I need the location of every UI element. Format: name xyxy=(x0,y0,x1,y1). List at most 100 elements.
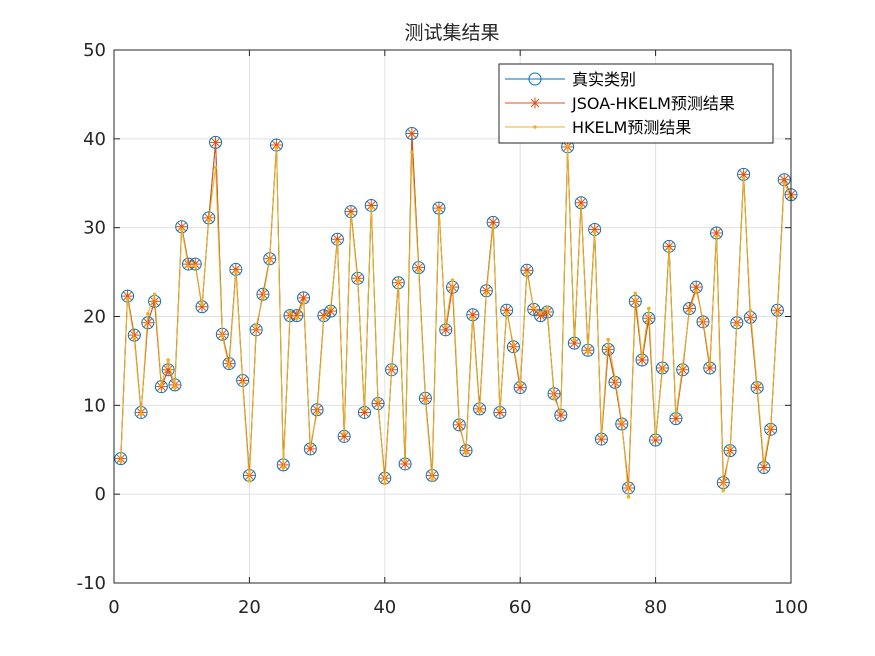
jsoa-hkelm-marker xyxy=(399,458,411,470)
true-class-marker xyxy=(534,309,548,323)
hkelm-marker xyxy=(152,292,157,297)
x-tick-label: 40 xyxy=(373,597,396,618)
hkelm-marker xyxy=(173,385,177,390)
hkelm-marker xyxy=(647,306,651,311)
hkelm-marker xyxy=(254,323,258,328)
jsoa-hkelm-marker xyxy=(711,227,723,239)
hkelm-marker xyxy=(687,309,692,313)
true-class-marker xyxy=(161,363,175,377)
hkelm-marker xyxy=(498,407,502,412)
jsoa-hkelm-marker xyxy=(514,382,526,394)
hkelm-marker xyxy=(410,150,414,154)
y-tick-label: 50 xyxy=(83,40,106,61)
legend-label-jsoa: JSOA-HKELM预测结果 xyxy=(571,94,735,113)
hkelm-marker xyxy=(565,144,570,148)
hkelm-marker xyxy=(396,279,401,283)
hkelm-marker xyxy=(471,316,475,321)
legend-item-hkelm: HKELM预测结果 xyxy=(505,118,691,137)
jsoa-hkelm-marker xyxy=(650,434,662,446)
jsoa-hkelm-marker xyxy=(318,310,330,322)
jsoa-hkelm-marker xyxy=(758,462,770,474)
jsoa-hkelm-marker xyxy=(196,301,208,313)
jsoa-hkelm-marker xyxy=(142,317,154,329)
jsoa-hkelm-marker xyxy=(602,343,614,355)
hkelm-marker xyxy=(118,459,123,464)
hkelm-marker xyxy=(491,224,495,229)
jsoa-hkelm-marker xyxy=(690,281,702,293)
jsoa-hkelm-marker xyxy=(778,174,790,186)
hkelm-marker xyxy=(349,212,353,217)
hkelm-marker xyxy=(680,363,685,368)
hkelm-marker xyxy=(768,423,773,428)
jsoa-hkelm-marker xyxy=(677,364,689,376)
jsoa-hkelm-marker xyxy=(453,419,465,431)
jsoa-hkelm-marker xyxy=(670,413,682,425)
hkelm-marker xyxy=(626,495,631,499)
hkelm-marker xyxy=(213,165,218,170)
hkelm-marker xyxy=(735,323,739,328)
jsoa-hkelm-marker xyxy=(257,288,269,300)
hkelm-marker xyxy=(775,312,780,316)
jsoa-hkelm-marker xyxy=(744,311,756,323)
jsoa-hkelm-marker xyxy=(589,223,601,235)
legend-label-hkelm: HKELM预测结果 xyxy=(572,118,691,137)
hkelm-marker xyxy=(443,324,448,329)
hkelm-marker xyxy=(538,311,543,315)
jsoa-hkelm-marker xyxy=(636,354,648,366)
hkelm-marker xyxy=(186,264,191,269)
hkelm-marker xyxy=(464,451,468,456)
jsoa-hkelm-marker xyxy=(663,240,675,252)
hkelm-marker xyxy=(633,291,638,296)
hkelm-marker xyxy=(533,125,537,129)
jsoa-hkelm-marker xyxy=(176,221,188,233)
hkelm-marker xyxy=(322,316,326,321)
hkelm-marker xyxy=(741,176,746,180)
hkelm-marker xyxy=(613,375,617,380)
jsoa-hkelm-marker xyxy=(494,406,506,418)
hkelm-marker xyxy=(301,300,306,305)
legend-item-jsoa: JSOA-HKELM预测结果 xyxy=(505,94,735,113)
jsoa-hkelm-marker xyxy=(568,337,580,349)
true-class-marker xyxy=(689,280,703,294)
jsoa-hkelm-marker xyxy=(358,406,370,418)
y-tick-label: 40 xyxy=(83,129,106,150)
jsoa-hkelm-marker xyxy=(270,139,282,151)
true-class-marker xyxy=(696,315,710,329)
hkelm-marker xyxy=(315,411,319,416)
jsoa-hkelm-marker xyxy=(765,423,777,435)
y-tick-label: 10 xyxy=(83,395,106,416)
hkelm-marker xyxy=(220,334,225,338)
hkelm-marker xyxy=(755,382,759,386)
hkelm-marker xyxy=(355,279,360,283)
hkelm-marker xyxy=(200,302,204,306)
jsoa-hkelm-marker xyxy=(704,362,716,374)
y-tick-label: 20 xyxy=(83,307,106,328)
y-tick-labels: -10 0 10 20 30 40 50 xyxy=(77,40,106,594)
jsoa-hkelm-marker xyxy=(609,376,621,388)
hkelm-marker xyxy=(694,288,699,293)
hkelm-marker xyxy=(389,364,394,369)
hkelm-marker xyxy=(518,382,522,386)
jsoa-hkelm-marker xyxy=(331,233,343,245)
jsoa-hkelm-marker xyxy=(406,128,418,140)
hkelm-marker xyxy=(437,208,441,212)
jsoa-hkelm-marker xyxy=(521,264,533,276)
true-class-marker xyxy=(528,72,542,86)
hkelm-marker xyxy=(619,419,624,424)
jsoa-hkelm-marker xyxy=(365,199,377,211)
series-hkelm xyxy=(118,144,793,499)
x-tick-label: 0 xyxy=(108,597,119,618)
hkelm-marker xyxy=(247,479,252,483)
x-tick-labels: 0 20 40 60 80 100 xyxy=(108,597,808,618)
hkelm-marker xyxy=(267,258,272,263)
jsoa-hkelm-marker xyxy=(122,290,134,302)
hkelm-marker xyxy=(294,316,299,321)
jsoa-hkelm-marker xyxy=(575,197,587,209)
hkelm-marker xyxy=(234,270,238,274)
hkelm-marker xyxy=(240,381,245,385)
hkelm-marker xyxy=(559,409,563,414)
hkelm-marker xyxy=(531,305,536,310)
hkelm-marker xyxy=(606,337,611,342)
hkelm-marker xyxy=(416,269,421,273)
series-line-hkelm xyxy=(120,145,792,497)
